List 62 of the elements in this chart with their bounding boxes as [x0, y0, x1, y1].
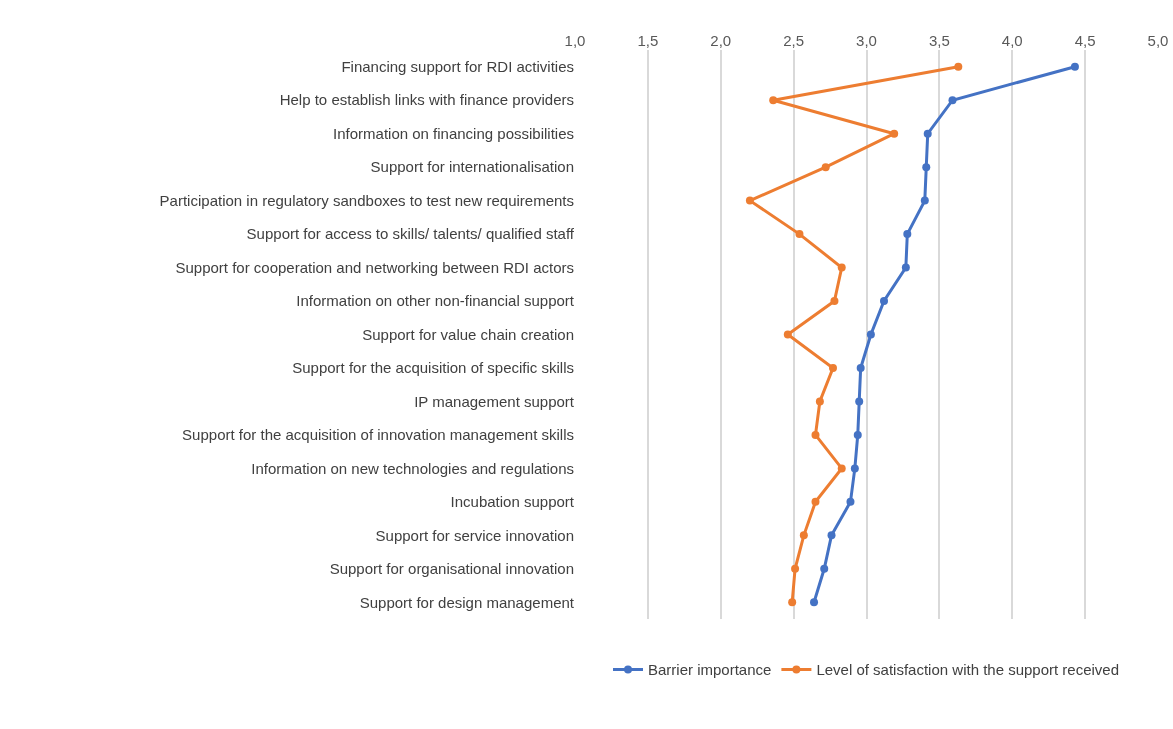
x-tick-label: 2,5 [783, 32, 805, 49]
point [853, 430, 862, 439]
point [799, 531, 808, 540]
point [866, 330, 875, 339]
point [811, 430, 820, 439]
y-tick-label: Information on new technologies and regulations [251, 459, 574, 477]
point [901, 263, 910, 272]
point [846, 497, 855, 506]
y-tick-label: Support for cooperation and networking between RDI actors [175, 258, 574, 276]
x-tick-label: 4,5 [1074, 32, 1096, 49]
y-tick-label: Financing support for RDI activities [341, 57, 574, 75]
y-tick-label: Support for value chain creation [362, 325, 574, 343]
x-tick-label: 2,0 [710, 32, 732, 49]
point [1070, 62, 1079, 71]
legend-label: Level of satisfaction with the support received [816, 661, 1120, 679]
y-tick-label: Information on financing possibilities [333, 124, 574, 142]
point [855, 397, 864, 406]
legend-label: Barrier importance [648, 661, 772, 679]
point [827, 531, 836, 540]
x-tick-label: 3,0 [856, 32, 877, 49]
point [783, 330, 792, 339]
x-tick-label: 1,0 [564, 32, 586, 49]
y-tick-label: Support for internationalisation [370, 158, 574, 176]
point [920, 196, 929, 205]
y-tick-label: Support for access to skills/ talents/ qualified staff [246, 225, 575, 243]
point [821, 163, 830, 172]
x-tick-label: 3,5 [928, 32, 950, 49]
point [879, 297, 888, 306]
point [828, 363, 837, 372]
point [820, 564, 829, 573]
point [795, 230, 804, 239]
y-tick-label: Support for the acquisition of innovation management skills [182, 426, 574, 444]
y-tick-label: Information on other non-financial support [296, 292, 575, 310]
point [837, 464, 846, 473]
point [890, 129, 899, 138]
point [837, 263, 846, 272]
x-tick-label: 1,5 [637, 32, 659, 49]
point [922, 163, 931, 172]
point [815, 397, 824, 406]
point [769, 96, 778, 105]
y-tick-label: Support for organisational innovation [329, 560, 574, 578]
point [811, 497, 820, 506]
y-tick-label: Support for the acquisition of specific skills [292, 359, 574, 377]
point [745, 196, 754, 205]
point [850, 464, 859, 473]
point [810, 598, 819, 607]
x-tick-label: 5,0 [1147, 32, 1169, 49]
y-tick-label: Help to establish links with finance providers [279, 91, 574, 109]
point [954, 62, 963, 71]
point [948, 96, 957, 105]
point [830, 297, 839, 306]
y-tick-label: Support for service innovation [375, 526, 574, 544]
y-tick-label: IP management support [414, 392, 575, 410]
y-tick-label: Incubation support [450, 493, 575, 511]
y-tick-label: Participation in regulatory sandboxes to test new requirements [159, 191, 574, 209]
point [856, 363, 865, 372]
point [903, 230, 912, 239]
point [923, 129, 932, 138]
x-tick-label: 4,0 [1001, 32, 1023, 49]
y-tick-label: Support for design management [359, 593, 575, 611]
point [791, 564, 800, 573]
point [788, 598, 797, 607]
